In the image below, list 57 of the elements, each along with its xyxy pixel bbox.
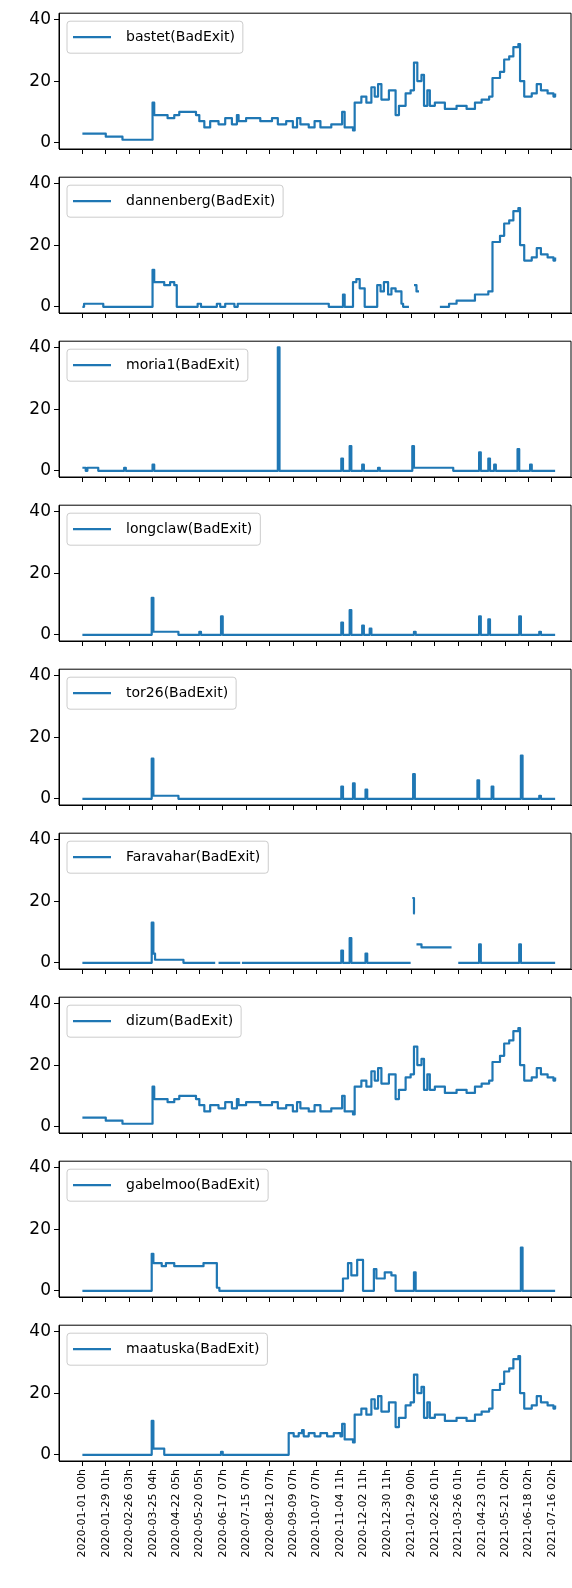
x-tick-label: 2020-07-15 07h <box>239 1468 253 1558</box>
legend-label: maatuska(BadExit) <box>126 1339 260 1356</box>
x-tick-label: 2020-04-22 05h <box>168 1468 182 1558</box>
x-tick-label: 2021-03-26 01h <box>451 1468 465 1558</box>
x-tick-label: 2020-03-25 04h <box>145 1468 159 1558</box>
y-tick-label: 0 <box>40 131 51 152</box>
x-tick-label: 2020-05-20 05h <box>192 1468 206 1558</box>
legend-label: dizum(BadExit) <box>126 1011 234 1028</box>
y-tick-label: 0 <box>40 787 51 808</box>
x-tick-label: 2021-04-23 01h <box>474 1468 488 1558</box>
x-tick-label: 2021-02-26 01h <box>427 1468 441 1558</box>
y-tick-label: 40 <box>29 991 51 1012</box>
y-tick-label: 40 <box>29 499 51 520</box>
x-tick-label: 2020-01-01 00h <box>75 1468 89 1558</box>
y-tick-label: 0 <box>40 295 51 316</box>
x-tick-label: 2020-02-26 03h <box>122 1468 136 1558</box>
y-tick-label: 20 <box>29 1217 51 1238</box>
y-tick-label: 0 <box>40 459 51 480</box>
legend-label: dannenberg(BadExit) <box>126 191 276 208</box>
x-tick-label: 2020-06-17 07h <box>215 1468 229 1558</box>
x-tick-label: 2020-11-04 11h <box>332 1468 346 1558</box>
y-tick-label: 40 <box>29 7 51 28</box>
legend-label: Faravahar(BadExit) <box>126 847 261 864</box>
x-tick-label: 2021-01-29 00h <box>404 1468 418 1558</box>
y-tick-label: 40 <box>29 1319 51 1340</box>
y-tick-label: 40 <box>29 335 51 356</box>
y-tick-label: 40 <box>29 171 51 192</box>
y-tick-label: 0 <box>40 623 51 644</box>
legend-label: moria1(BadExit) <box>126 355 240 372</box>
x-tick-label: 2020-08-12 07h <box>262 1468 276 1558</box>
x-tick-label: 2021-07-16 02h <box>544 1468 558 1558</box>
legend-label: gabelmoo(BadExit) <box>126 1175 261 1192</box>
x-tick-label: 2020-01-29 01h <box>98 1468 112 1558</box>
y-tick-label: 40 <box>29 827 51 848</box>
y-tick-label: 20 <box>29 69 51 90</box>
legend-label: tor26(BadExit) <box>126 683 229 700</box>
y-tick-label: 20 <box>29 1381 51 1402</box>
y-tick-label: 0 <box>40 951 51 972</box>
y-tick-label: 0 <box>40 1115 51 1136</box>
y-tick-label: 40 <box>29 663 51 684</box>
y-tick-label: 20 <box>29 889 51 910</box>
x-tick-label: 2020-09-09 07h <box>285 1468 299 1558</box>
y-tick-label: 40 <box>29 1155 51 1176</box>
y-tick-label: 20 <box>29 397 51 418</box>
y-tick-label: 20 <box>29 725 51 746</box>
legend-label: bastet(BadExit) <box>126 27 235 44</box>
x-tick-label: 2021-06-18 02h <box>521 1468 535 1558</box>
y-tick-label: 20 <box>29 561 51 582</box>
y-tick-label: 0 <box>40 1279 51 1300</box>
x-tick-label: 2020-10-07 07h <box>309 1468 323 1558</box>
legend-label: longclaw(BadExit) <box>126 519 253 536</box>
x-tick-label: 2021-05-21 02h <box>497 1468 511 1558</box>
y-tick-label: 20 <box>29 233 51 254</box>
y-tick-label: 0 <box>40 1443 51 1464</box>
y-tick-label: 20 <box>29 1053 51 1074</box>
x-tick-label: 2020-12-30 11h <box>379 1468 393 1558</box>
x-tick-label: 2020-12-02 11h <box>356 1468 370 1558</box>
